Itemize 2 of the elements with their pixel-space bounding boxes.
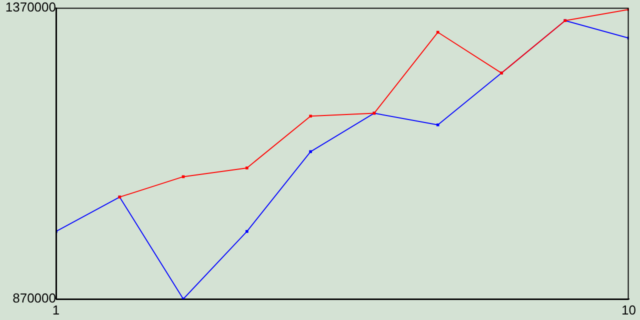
y-tick-label: 1370000 <box>5 0 56 14</box>
x-tick-label: 10 <box>622 302 636 318</box>
